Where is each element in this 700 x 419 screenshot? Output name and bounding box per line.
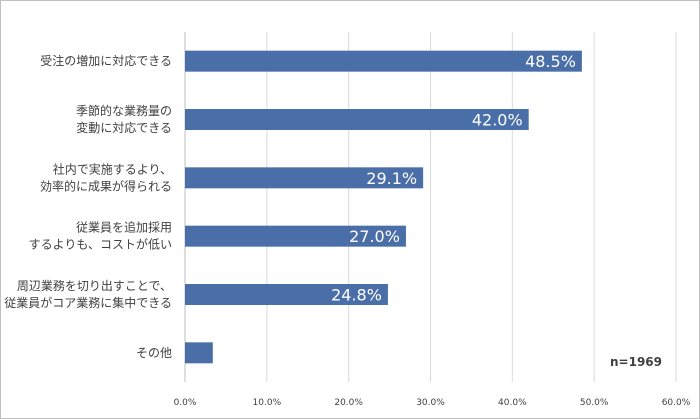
- category-label-line: 変動に対応できる: [76, 120, 172, 135]
- category-label-line: 周辺業務を切り出すことで、: [17, 279, 172, 293]
- x-axis-ticks: 0.0% 10.0% 20.0% 30.0% 40.0% 50.0% 60.0%: [174, 398, 691, 408]
- x-tick-label: 60.0%: [662, 398, 691, 408]
- bar-value-label: 48.5%: [525, 52, 576, 71]
- bar-value-label: 29.1%: [366, 169, 417, 188]
- category-label: 季節的な業務量の変動に対応できる: [76, 103, 172, 135]
- category-label-line: 受注の増加に対応できる: [40, 53, 172, 68]
- category-label-line: 社内で実施するより、: [53, 161, 172, 176]
- bar: [185, 342, 213, 364]
- x-tick-label: 10.0%: [253, 398, 282, 408]
- bar: [185, 109, 529, 130]
- x-tick-label: 30.0%: [416, 398, 445, 408]
- x-tick-label: 40.0%: [498, 398, 527, 408]
- bar: [185, 284, 388, 305]
- sample-size-note: n=1969: [610, 355, 662, 369]
- category-label: 社内で実施するより、効率的に成果が得られる: [40, 161, 172, 193]
- category-labels: 受注の増加に対応できる季節的な業務量の変動に対応できる社内で実施するより、効率的…: [4, 53, 172, 360]
- category-label-line: するよりも、コストが低い: [29, 237, 172, 252]
- category-label-line: 従業員がコア業務に集中できる: [4, 295, 172, 310]
- bar: [185, 167, 424, 189]
- bar-value-label: 27.0%: [349, 227, 400, 246]
- x-tick-label: 20.0%: [334, 398, 363, 408]
- category-label: 周辺業務を切り出すことで、従業員がコア業務に集中できる: [4, 279, 172, 310]
- category-label-line: その他: [136, 346, 172, 360]
- bar-value-label: 24.8%: [331, 286, 382, 305]
- gridlines: [184, 32, 677, 382]
- category-label-line: 効率的に成果が得られる: [40, 178, 172, 193]
- category-label: 受注の増加に対応できる: [40, 53, 172, 68]
- x-tick-label: 50.0%: [580, 398, 609, 408]
- bars: 48.5% 42.0% 29.1% 27.0% 24.8%: [185, 50, 582, 364]
- category-label-line: 従業員を追加採用: [76, 220, 172, 235]
- category-label-line: 季節的な業務量の: [76, 103, 172, 118]
- category-label: その他: [136, 346, 172, 360]
- bar-value-label: 42.0%: [472, 111, 523, 130]
- category-label: 従業員を追加採用するよりも、コストが低い: [29, 220, 172, 252]
- x-tick-label: 0.0%: [174, 398, 197, 408]
- bar: [185, 225, 406, 247]
- bar: [185, 50, 582, 72]
